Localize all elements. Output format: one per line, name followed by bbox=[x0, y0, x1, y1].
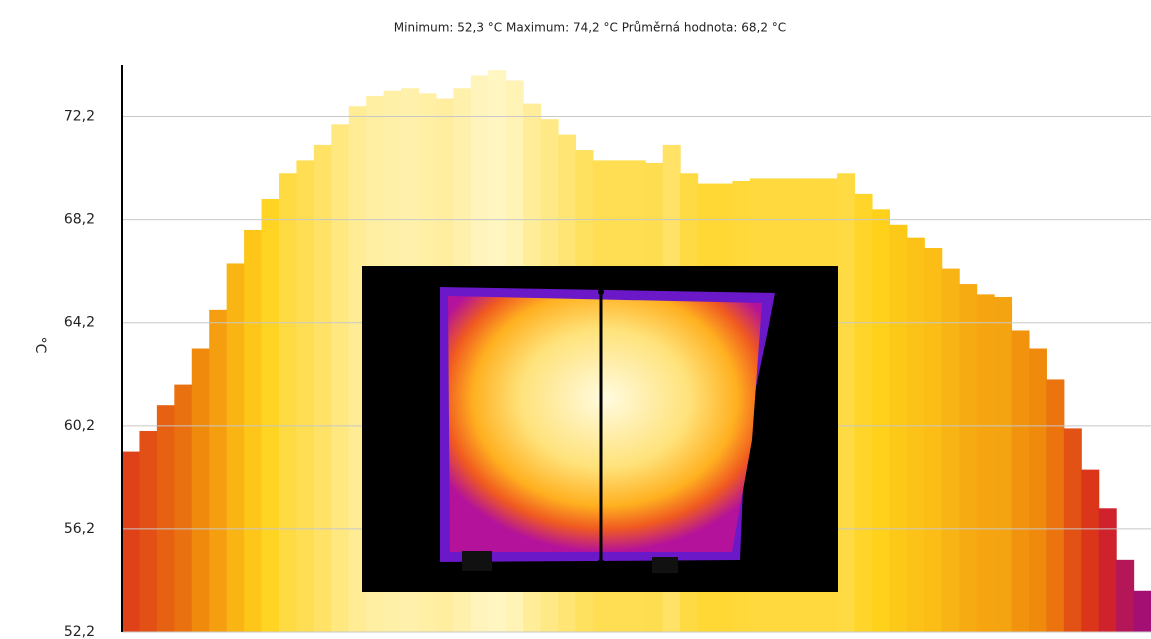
profile-column bbox=[1046, 379, 1065, 632]
profile-column bbox=[941, 268, 960, 632]
profile-column bbox=[313, 144, 332, 633]
y-tick-label: 68,2 bbox=[64, 212, 95, 228]
profile-column bbox=[261, 199, 280, 632]
profile-column bbox=[889, 224, 908, 633]
profile-column bbox=[854, 193, 873, 632]
y-tick-label: 60,2 bbox=[64, 418, 95, 434]
profile-column bbox=[871, 209, 890, 632]
profile-column bbox=[226, 263, 245, 632]
profile-column bbox=[1011, 330, 1030, 632]
chart-title: Minimum: 52,3 °C Maximum: 74,2 °C Průměr… bbox=[394, 21, 786, 35]
profile-column bbox=[906, 237, 925, 632]
profile-column bbox=[1081, 469, 1100, 632]
profile-column bbox=[278, 173, 298, 632]
y-tick-label: 72,2 bbox=[64, 109, 95, 125]
thermal-image bbox=[362, 266, 838, 592]
profile-column bbox=[1116, 559, 1135, 632]
profile-column bbox=[924, 247, 943, 632]
profile-column bbox=[1098, 508, 1117, 632]
y-tick-label: 52,2 bbox=[64, 624, 95, 639]
profile-column bbox=[1063, 428, 1082, 632]
profile-column bbox=[296, 160, 315, 633]
profile-column bbox=[156, 405, 175, 632]
profile-column bbox=[1028, 348, 1047, 632]
y-tick-label: 64,2 bbox=[64, 315, 95, 331]
profile-column bbox=[959, 284, 978, 632]
profile-column bbox=[1133, 590, 1151, 632]
profile-column bbox=[174, 384, 193, 632]
profile-column bbox=[209, 309, 228, 632]
profile-column bbox=[122, 451, 141, 632]
profile-column bbox=[837, 173, 856, 632]
profile-column bbox=[976, 294, 995, 632]
profile-column bbox=[191, 348, 210, 632]
profile-column bbox=[244, 229, 263, 633]
profile-column bbox=[994, 296, 1013, 632]
profile-column bbox=[331, 124, 350, 632]
y-axis-label: °C bbox=[32, 337, 48, 354]
y-tick-label: 56,2 bbox=[64, 521, 95, 537]
profile-column bbox=[139, 430, 158, 632]
